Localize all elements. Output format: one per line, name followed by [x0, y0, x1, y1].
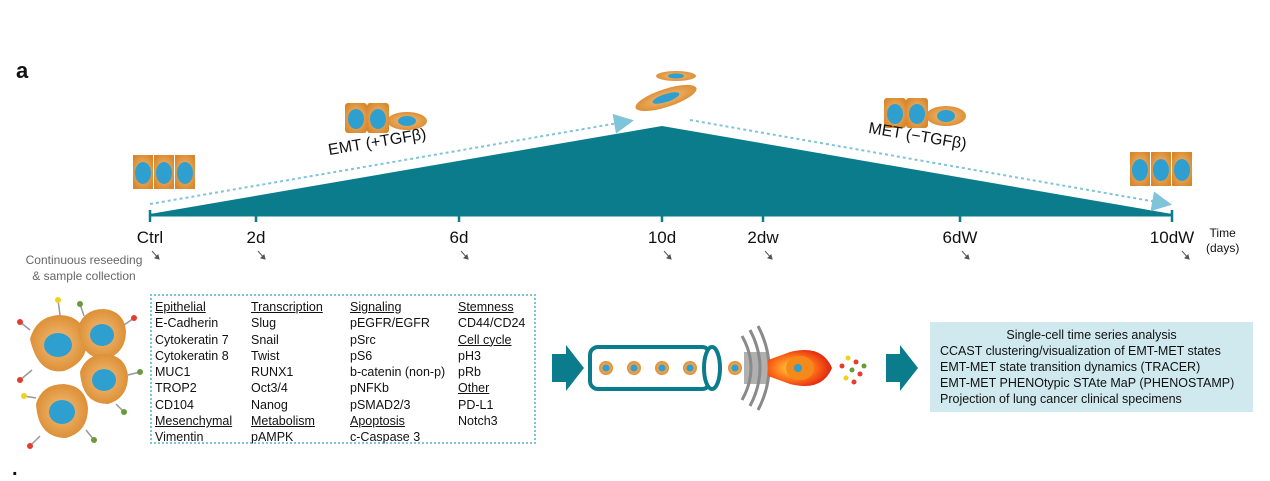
mesenchymal-cells-10d — [635, 71, 697, 112]
marker-item: pRb — [458, 365, 481, 380]
marker-heading: Epithelial — [155, 300, 206, 314]
marker-column-transcription: Transcription Slug Snail Twist RUNX1 Oct… — [251, 299, 323, 446]
marker-item: pSMAD2/3 — [350, 397, 411, 412]
marker-item: CD44/CD24 — [458, 316, 526, 331]
marker-item: Slug — [251, 316, 277, 331]
sampling-arrows — [151, 250, 1190, 260]
timepoint-10d: 10d — [647, 228, 677, 247]
marker-item: PD-L1 — [458, 397, 494, 412]
marker-item: pSrc — [350, 332, 376, 347]
marker-item: Snail — [251, 332, 279, 347]
marker-heading: Apoptosis — [350, 414, 405, 429]
marker-item: pAMPK — [251, 430, 294, 445]
marker-heading: Signaling — [350, 300, 402, 314]
marker-heading: Cell cycle — [458, 332, 512, 347]
marker-item: c-Caspase 3 — [350, 430, 421, 445]
summary-line: EMT-MET PHENOtypic STAte MaP (PHENOSTAMP… — [940, 376, 1235, 390]
met-dotted-arrow — [689, 119, 1172, 212]
timepoint-2dw: 2dw — [747, 228, 779, 247]
marker-item: Twist — [251, 348, 280, 363]
marker-column-epithelial: Epithelial E-Cadherin Cytokeratin 7 Cyto… — [155, 299, 232, 446]
marker-item: RUNX1 — [251, 365, 294, 380]
marker-item: b-catenin (non-p) — [350, 365, 446, 380]
flow-arrow-1 — [552, 345, 584, 391]
summary-line: EMT-MET state transition dynamics (TRACE… — [940, 360, 1201, 374]
marker-item: pS6 — [350, 348, 373, 363]
flow-arrow-2 — [886, 345, 918, 391]
timepoint-2d: 2d — [246, 228, 266, 247]
marker-heading: Transcription — [251, 300, 323, 314]
epithelial-cells-ctrl — [133, 155, 195, 189]
marker-column-signaling: Signaling pEGFR/EGFR pSrc pS6 b-catenin … — [350, 299, 445, 446]
timeline-ticks — [148, 210, 1174, 222]
timepoint-6dw: 6dW — [942, 228, 978, 247]
panel-letter: a — [16, 58, 29, 83]
marker-item: Notch3 — [458, 414, 498, 429]
marker-item: CD104 — [155, 397, 194, 412]
antibody-labeled-cells — [17, 297, 143, 449]
timepoint-6d: 6d — [449, 228, 469, 247]
epithelial-cells-10dw — [1130, 152, 1192, 186]
time-unit-label: Time (days) — [1206, 226, 1240, 255]
stray-mark: . — [12, 458, 18, 480]
marker-item: TROP2 — [155, 381, 197, 396]
reseeding-caption: Continuous reseeding & sample collection — [25, 253, 143, 283]
timepoint-ctrl: Ctrl — [136, 228, 164, 247]
summary-title: Single-cell time series analysis — [1006, 328, 1177, 342]
marker-item: Cytokeratin 8 — [155, 348, 229, 363]
mass-cytometer-tube — [588, 325, 867, 411]
transitioning-cells-met — [884, 98, 966, 128]
timepoint-10dw: 10dW — [1149, 228, 1195, 247]
marker-column-stemness: Stemness CD44/CD24 Cell cycle pH3 pRb Ot… — [458, 299, 525, 429]
marker-heading: Metabolism — [251, 414, 315, 429]
marker-panel-box: Epithelial E-Cadherin Cytokeratin 7 Cyto… — [150, 294, 536, 444]
marker-item: pEGFR/EGFR — [350, 316, 430, 331]
marker-heading: Other — [458, 381, 490, 396]
marker-item: MUC1 — [155, 365, 191, 380]
marker-heading: Stemness — [458, 300, 514, 314]
marker-item: Cytokeratin 7 — [155, 332, 229, 347]
analysis-summary-box: Single-cell time series analysis CCAST c… — [930, 322, 1253, 412]
marker-heading: Mesenchymal — [155, 414, 233, 429]
transitioning-cells-emt — [345, 103, 427, 133]
emt-met-triangle — [150, 126, 1172, 214]
summary-line: CCAST clustering/visualization of EMT-ME… — [940, 344, 1221, 358]
marker-item: Oct3/4 — [251, 381, 288, 396]
marker-item: Nanog — [251, 397, 288, 412]
marker-item: Vimentin — [155, 430, 204, 445]
marker-item: pH3 — [458, 348, 481, 363]
marker-item: E-Cadherin — [155, 316, 219, 331]
summary-line: Projection of lung cancer clinical speci… — [940, 392, 1182, 406]
marker-item: pNFKb — [350, 381, 389, 396]
